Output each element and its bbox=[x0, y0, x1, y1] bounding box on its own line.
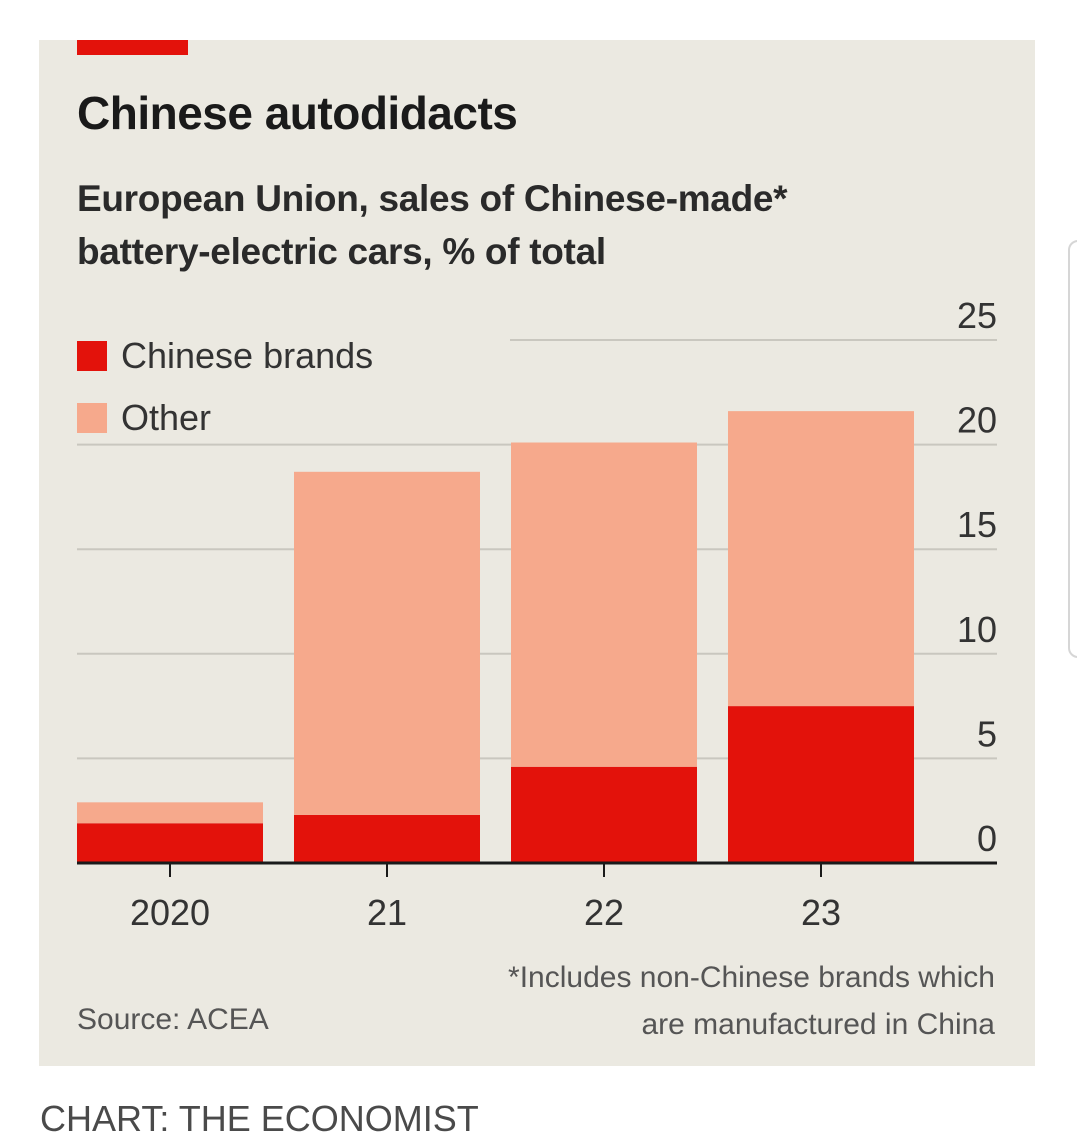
source-note: Source: ACEA bbox=[77, 1003, 269, 1036]
x-tick-label-2020: 2020 bbox=[130, 892, 210, 933]
x-tick-label-23: 23 bbox=[801, 892, 841, 933]
y-tick-label-10: 10 bbox=[957, 609, 997, 650]
y-tick-label-5: 5 bbox=[977, 713, 997, 754]
bar-other-21 bbox=[294, 471, 480, 815]
footnote: *Includes non-Chinese brands which are m… bbox=[508, 961, 995, 1041]
legend-swatch-other bbox=[77, 403, 107, 433]
bar-other-23 bbox=[728, 411, 914, 707]
y-tick-label-15: 15 bbox=[957, 504, 997, 545]
chart-credit: CHART: THE ECONOMIST bbox=[40, 1098, 479, 1139]
legend-item-chinese-brands: Chinese brands bbox=[77, 335, 374, 376]
legend-label-chinese-brands: Chinese brands bbox=[121, 335, 374, 376]
legend-swatch-chinese-brands bbox=[77, 341, 107, 371]
bar-chinese-brands-23 bbox=[728, 706, 914, 863]
legend-label-other: Other bbox=[121, 397, 212, 438]
y-tick-label-20: 20 bbox=[957, 400, 997, 441]
x-tick-label-22: 22 bbox=[584, 892, 624, 933]
bar-chinese-brands-21 bbox=[294, 814, 480, 863]
bar-other-22 bbox=[511, 442, 697, 767]
bar-chinese-brands-2020 bbox=[77, 823, 263, 863]
chart-subtitle: European Union, sales of Chinese-made* b… bbox=[77, 178, 788, 272]
scrollbar[interactable] bbox=[1068, 240, 1077, 658]
chart-title: Chinese autodidacts bbox=[77, 87, 518, 139]
bar-other-2020 bbox=[77, 802, 263, 824]
x-tick-label-21: 21 bbox=[367, 892, 407, 933]
y-tick-label-0: 0 bbox=[977, 818, 997, 859]
y-tick-label-25: 25 bbox=[957, 295, 997, 336]
bar-chinese-brands-22 bbox=[511, 766, 697, 863]
brand-tag bbox=[77, 40, 188, 55]
legend-item-other: Other bbox=[77, 397, 212, 438]
